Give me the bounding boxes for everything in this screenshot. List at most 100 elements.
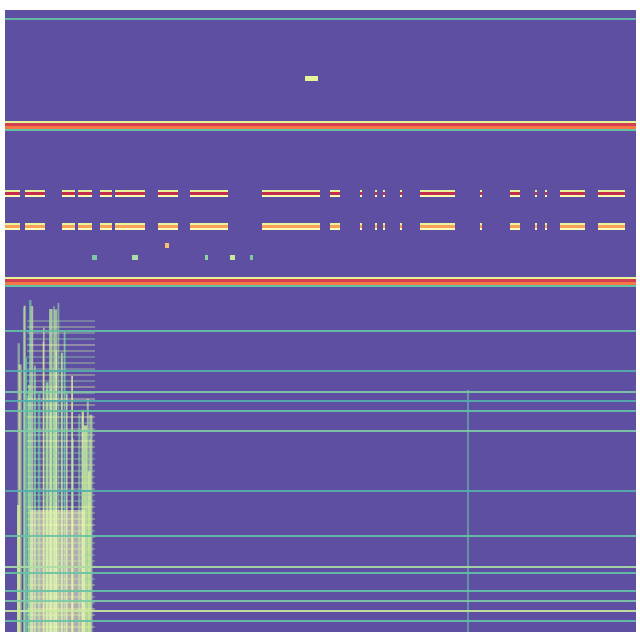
band-line bbox=[5, 391, 636, 393]
segment-bottom bbox=[545, 228, 547, 230]
segment-top bbox=[25, 223, 45, 225]
segment-bottom bbox=[560, 195, 585, 197]
segment-top bbox=[25, 190, 45, 192]
segment-bottom bbox=[480, 228, 482, 230]
segment-bottom bbox=[598, 228, 625, 230]
segment bbox=[598, 225, 625, 228]
segment-top bbox=[78, 223, 92, 225]
segment-top bbox=[383, 223, 385, 225]
segment bbox=[100, 192, 112, 195]
segment-top bbox=[330, 223, 340, 225]
plume-cross bbox=[27, 344, 95, 346]
segment-top bbox=[115, 190, 145, 192]
segment bbox=[78, 192, 92, 195]
segment-bottom bbox=[158, 195, 178, 197]
segment-top bbox=[62, 223, 75, 225]
segment-bottom bbox=[510, 228, 520, 230]
segment-top bbox=[262, 190, 320, 192]
segment-bottom bbox=[375, 195, 377, 197]
segment bbox=[535, 192, 537, 195]
segment-top bbox=[560, 223, 585, 225]
segment-bottom bbox=[330, 228, 340, 230]
segment-top bbox=[158, 190, 178, 192]
plume-cross bbox=[27, 446, 95, 448]
band-line bbox=[5, 600, 636, 602]
segment-bottom bbox=[190, 195, 228, 197]
band-red bbox=[5, 126, 636, 129]
segment bbox=[262, 192, 320, 195]
segment bbox=[480, 225, 482, 228]
segment-bottom bbox=[262, 228, 320, 230]
plume-cross bbox=[27, 362, 95, 364]
segment-top bbox=[598, 190, 625, 192]
plume-cross bbox=[27, 350, 95, 352]
plume-streak bbox=[89, 414, 93, 632]
segment-top bbox=[598, 223, 625, 225]
segment bbox=[383, 192, 385, 195]
segment-bottom bbox=[420, 195, 455, 197]
segment-bottom bbox=[25, 228, 45, 230]
segment-bottom bbox=[383, 195, 385, 197]
spot bbox=[305, 76, 318, 81]
segment-top bbox=[545, 190, 547, 192]
plume-streak bbox=[24, 357, 27, 632]
segment-bottom bbox=[360, 228, 362, 230]
segment-bottom bbox=[190, 228, 228, 230]
segment-top bbox=[535, 190, 537, 192]
spot bbox=[250, 255, 253, 260]
segment bbox=[510, 225, 520, 228]
segment-top bbox=[383, 190, 385, 192]
segment-bottom bbox=[100, 228, 112, 230]
segment-top bbox=[375, 223, 377, 225]
segment bbox=[25, 225, 45, 228]
band-line bbox=[5, 410, 636, 412]
plume-cross bbox=[27, 494, 95, 496]
plume-streak bbox=[42, 327, 45, 632]
plume-streak bbox=[57, 302, 60, 632]
segment bbox=[78, 225, 92, 228]
segment-top bbox=[420, 223, 455, 225]
plume-streak bbox=[87, 471, 91, 632]
segment bbox=[190, 192, 228, 195]
spot bbox=[132, 255, 138, 260]
plume-streak bbox=[23, 308, 25, 632]
segment bbox=[360, 192, 362, 195]
segment-top bbox=[158, 223, 178, 225]
band-line bbox=[5, 430, 636, 432]
plume-cross bbox=[27, 398, 95, 400]
segment-top bbox=[330, 190, 340, 192]
segment-top bbox=[100, 190, 112, 192]
segment bbox=[420, 192, 455, 195]
segment-top bbox=[510, 223, 520, 225]
segment bbox=[158, 225, 178, 228]
plume-cross bbox=[27, 464, 95, 466]
segment bbox=[400, 225, 402, 228]
segment-top bbox=[510, 190, 520, 192]
segment-bottom bbox=[78, 195, 92, 197]
segment bbox=[598, 192, 625, 195]
band-line bbox=[5, 330, 636, 332]
segment-top bbox=[262, 223, 320, 225]
segment-bottom bbox=[545, 195, 547, 197]
plume-cross bbox=[27, 326, 95, 328]
plume-streak bbox=[49, 309, 53, 632]
band-line bbox=[5, 566, 636, 568]
band-high bbox=[5, 123, 636, 126]
segment-bottom bbox=[158, 228, 178, 230]
band-line bbox=[5, 535, 636, 537]
plume-cross bbox=[27, 452, 95, 454]
segment-top bbox=[375, 190, 377, 192]
segment-bottom bbox=[78, 228, 92, 230]
band-line bbox=[5, 590, 636, 592]
segment bbox=[400, 192, 402, 195]
plume-cross bbox=[27, 368, 95, 370]
band-line bbox=[5, 400, 636, 402]
segment-top bbox=[190, 190, 228, 192]
segment-bottom bbox=[25, 195, 45, 197]
segment bbox=[560, 192, 585, 195]
band-bottom bbox=[5, 285, 636, 287]
band-line bbox=[5, 370, 636, 372]
segment-top bbox=[5, 223, 20, 225]
plume-cross bbox=[27, 470, 95, 472]
